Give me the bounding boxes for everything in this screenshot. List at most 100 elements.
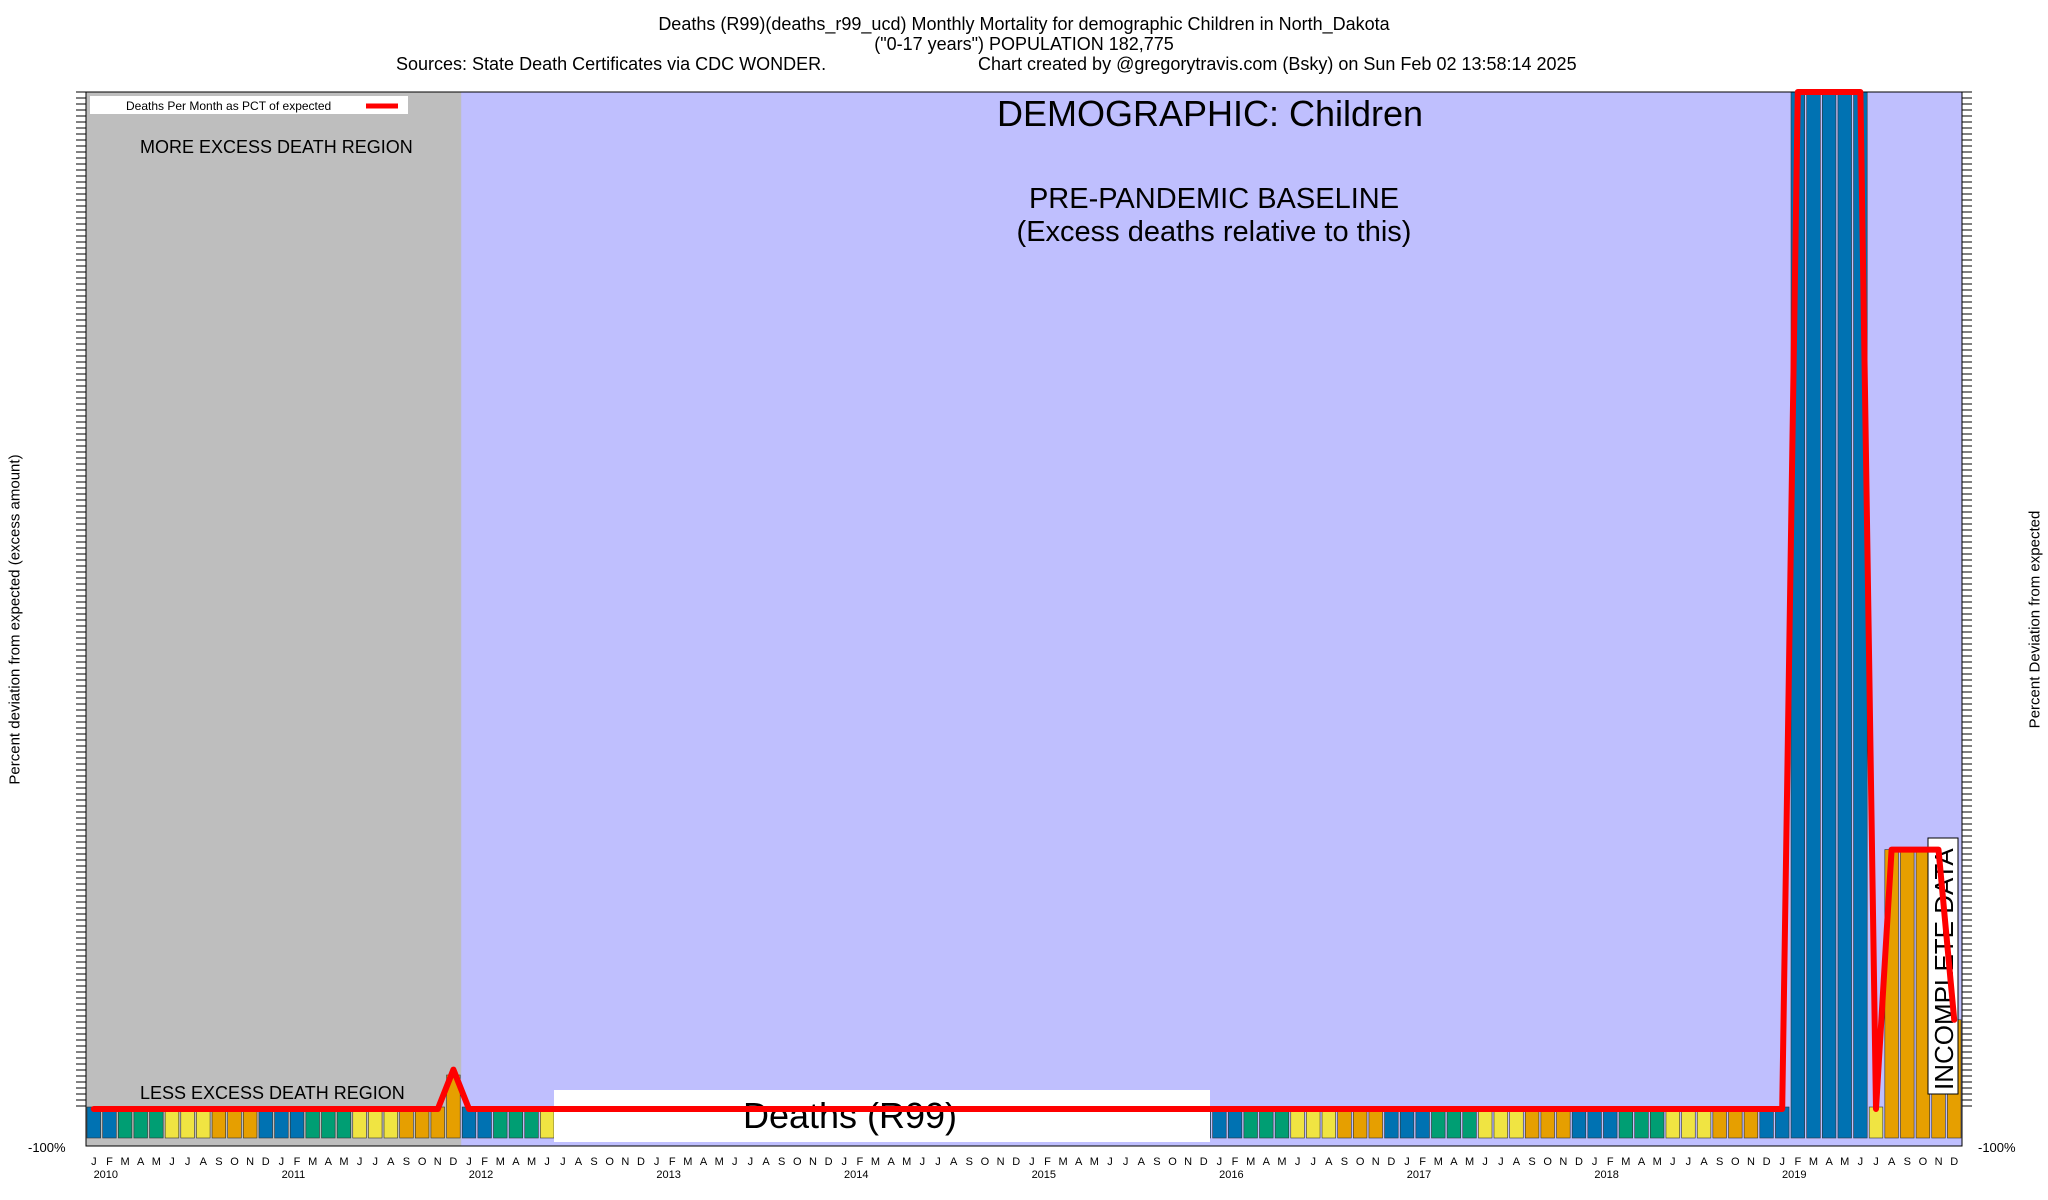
x-month-label: J [91, 1156, 97, 1168]
x-month-label: D [1950, 1156, 1958, 1168]
x-month-label: A [325, 1156, 333, 1168]
x-month-label: F [1607, 1156, 1614, 1168]
x-month-label: J [560, 1156, 566, 1168]
y-tick-bottom-left: -100% [28, 1140, 66, 1155]
y-tick-group [76, 91, 1972, 1107]
center-label-box [554, 1090, 1210, 1142]
x-year-label: 2011 [282, 1169, 306, 1181]
x-month-label: M [1840, 1156, 1849, 1168]
x-month-label: J [654, 1156, 660, 1168]
x-month-label: A [1888, 1156, 1896, 1168]
x-month-label: O [1356, 1156, 1365, 1168]
bar-116 [1900, 849, 1915, 1139]
x-month-label: M [1246, 1156, 1255, 1168]
x-year-label: 2016 [1219, 1169, 1243, 1181]
x-month-label: A [1450, 1156, 1458, 1168]
plot-frame [85, 91, 1963, 1147]
x-month-label: J [1686, 1156, 1692, 1168]
x-month-label: M [683, 1156, 692, 1168]
x-month-label: S [1528, 1156, 1535, 1168]
x-year-label: 2014 [844, 1169, 868, 1181]
x-month-label: A [1138, 1156, 1146, 1168]
x-month-label: F [1232, 1156, 1239, 1168]
x-month-label: F [106, 1156, 113, 1168]
baseline-label-line1: PRE-PANDEMIC BASELINE [1029, 183, 1399, 215]
x-month-label: D [262, 1156, 270, 1168]
x-year-label: 2013 [656, 1169, 680, 1181]
more-excess-label: MORE EXCESS DEATH REGION [140, 137, 413, 157]
x-month-label: A [887, 1156, 895, 1168]
x-month-label: A [700, 1156, 708, 1168]
x-month-label: O [605, 1156, 614, 1168]
x-month-label: O [1168, 1156, 1177, 1168]
x-month-label: N [1935, 1156, 1943, 1168]
x-month-label: O [230, 1156, 239, 1168]
baseline-label-line2: (Excess deaths relative to this) [1017, 216, 1412, 248]
x-month-label: S [215, 1156, 222, 1168]
x-month-label: M [120, 1156, 129, 1168]
x-month-label: J [1310, 1156, 1316, 1168]
x-month-label: M [527, 1156, 536, 1168]
x-month-label: J [169, 1156, 175, 1168]
x-month-label: N [1747, 1156, 1755, 1168]
x-month-label: D [637, 1156, 645, 1168]
x-month-label: M [308, 1156, 317, 1168]
x-month-label: J [1404, 1156, 1410, 1168]
x-month-label: A [950, 1156, 958, 1168]
x-month-label: O [793, 1156, 802, 1168]
chart-title-line2: ("0-17 years") POPULATION 182,775 [874, 34, 1174, 54]
x-month-label: J [935, 1156, 941, 1168]
x-month-label: M [1434, 1156, 1443, 1168]
x-month-label: A [1325, 1156, 1333, 1168]
x-month-label: D [825, 1156, 833, 1168]
x-month-label: A [387, 1156, 395, 1168]
more-excess-region [86, 92, 462, 1146]
x-month-label: N [434, 1156, 442, 1168]
x-year-label: 2010 [94, 1169, 118, 1181]
x-month-label: J [1217, 1156, 1223, 1168]
x-month-label: F [1794, 1156, 1801, 1168]
x-month-label: J [1295, 1156, 1301, 1168]
x-month-label: N [997, 1156, 1005, 1168]
x-month-label: M [1653, 1156, 1662, 1168]
x-month-label: F [1419, 1156, 1426, 1168]
x-month-label: O [418, 1156, 427, 1168]
x-month-label: M [871, 1156, 880, 1168]
x-month-label: M [1090, 1156, 1099, 1168]
demographic-label: DEMOGRAPHIC: Children [997, 93, 1423, 134]
x-year-label: 2012 [469, 1169, 493, 1181]
x-month-label: A [512, 1156, 520, 1168]
x-month-label: A [200, 1156, 208, 1168]
x-month-label: J [1123, 1156, 1129, 1168]
x-month-label: O [1543, 1156, 1552, 1168]
x-month-label: S [590, 1156, 597, 1168]
legend-label: Deaths Per Month as PCT of expected [126, 99, 331, 113]
x-month-label: A [1700, 1156, 1708, 1168]
x-month-label: J [732, 1156, 738, 1168]
x-month-label: M [1277, 1156, 1286, 1168]
pct-expected-line [90, 89, 1958, 1112]
x-month-label: J [1873, 1156, 1879, 1168]
x-month-label: A [575, 1156, 583, 1168]
x-month-label: J [1498, 1156, 1504, 1168]
x-month-label: J [1670, 1156, 1676, 1168]
center-label: Deaths (R99) [743, 1095, 957, 1136]
x-month-label: M [1465, 1156, 1474, 1168]
x-month-label: S [1904, 1156, 1911, 1168]
x-month-label: F [669, 1156, 676, 1168]
x-month-label: A [1825, 1156, 1833, 1168]
x-month-label: N [621, 1156, 629, 1168]
legend-box [90, 96, 408, 114]
x-month-label: J [748, 1156, 754, 1168]
x-month-label: J [544, 1156, 550, 1168]
x-year-label: 2019 [1782, 1169, 1806, 1181]
x-month-label: A [762, 1156, 770, 1168]
sources-text: Sources: State Death Certificates via CD… [396, 54, 827, 74]
x-month-label: D [1763, 1156, 1771, 1168]
x-month-label: J [357, 1156, 363, 1168]
x-month-label: N [1372, 1156, 1380, 1168]
less-excess-label: LESS EXCESS DEATH REGION [140, 1083, 405, 1103]
x-month-label: D [1575, 1156, 1583, 1168]
